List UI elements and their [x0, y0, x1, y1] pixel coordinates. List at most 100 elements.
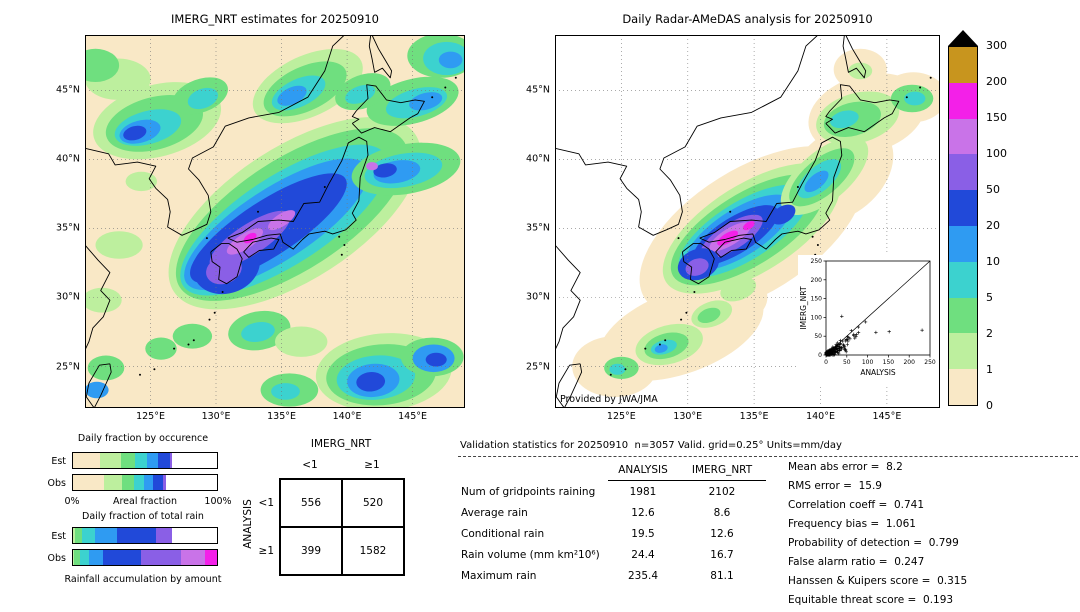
contingency-row-lt1: <1	[258, 497, 274, 509]
bar-segment-2-5	[120, 453, 135, 468]
colorbar-segment-50-100	[949, 154, 977, 191]
validation-imerg-value: 16.7	[710, 548, 734, 561]
bar-segment-0-1	[73, 453, 100, 468]
radar-map-title: Daily Radar-AMeDAS analysis for 20250910	[622, 12, 873, 26]
colorbar-tick-label: 5	[986, 291, 993, 304]
lat-tick-label: 40°N	[56, 153, 80, 165]
contingency-table: 556 520 399 1582	[279, 478, 405, 576]
contingency-row-ge1: ≥1	[258, 545, 274, 557]
bar-segment-50-100	[155, 528, 172, 543]
stat-line: Equitable threat score = 0.193	[788, 594, 954, 606]
contingency-cell-10: 399	[280, 527, 342, 575]
colorbar-tick-label: 300	[986, 39, 1007, 52]
validation-imerg-value: 12.6	[710, 527, 734, 540]
colorbar-tick-label: 2	[986, 327, 993, 340]
colorbar-segment-1-2	[949, 333, 977, 370]
totalrain-title: Daily fraction of total rain	[82, 511, 204, 522]
lat-tick-label: 45°N	[56, 84, 80, 96]
lat-tick-label: 25°N	[56, 361, 80, 373]
credit-text: Provided by JWA/JMA	[560, 394, 658, 405]
contingency-col-lt1: <1	[302, 459, 318, 471]
validation-row-label: Rain volume (mm km²10⁶)	[461, 548, 600, 561]
contingency-col-ge1: ≥1	[364, 459, 380, 471]
contingency-cell-01: 520	[342, 479, 404, 527]
bar-segment-1-2	[73, 550, 75, 565]
validation-row-label: Average rain	[461, 506, 528, 519]
validation-row-label: Conditional rain	[461, 527, 545, 540]
validation-analysis-value: 19.5	[631, 527, 655, 540]
contingency-cell-11: 1582	[342, 527, 404, 575]
bar-segment-2-5	[75, 528, 83, 543]
lon-tick-label: 145°E	[872, 411, 902, 422]
validation-imerg-value: 81.1	[710, 569, 734, 582]
lon-tick-label: 140°E	[806, 411, 835, 422]
row-label-est-occ: Est	[51, 456, 66, 467]
colorbar-overflow-triangle	[948, 30, 978, 46]
colorbar-segment-0-1	[949, 369, 977, 405]
bar-segment-10-20	[88, 550, 104, 565]
bar-segment-50-100	[162, 475, 166, 490]
svg-text:100: 100	[811, 314, 823, 321]
svg-text:250: 250	[811, 258, 823, 265]
stat-line: Frequency bias = 1.061	[788, 518, 916, 530]
x-axis-label: Areal fraction	[112, 496, 177, 507]
colorbar-tick-label: 100	[986, 147, 1007, 160]
bar-segment-1-2	[99, 453, 121, 468]
imerg-map-canvas	[85, 35, 465, 408]
validation-table: ANALYSIS IMERG_NRT Num of gridpoints rai…	[458, 460, 766, 586]
lon-tick-label: 125°E	[606, 411, 636, 422]
svg-text:50: 50	[843, 359, 851, 366]
lat-tick-label: 30°N	[526, 291, 550, 303]
validation-analysis-value: 235.4	[627, 569, 659, 582]
colorbar-segment-20-50	[949, 190, 977, 226]
bar-segment-10-20	[144, 475, 153, 490]
validation-analysis-value: 12.6	[631, 506, 655, 519]
lon-tick-label: 130°E	[673, 411, 703, 422]
lon-tick-label: 125°E	[136, 411, 165, 422]
x-axis-100pct: 100%	[204, 496, 232, 507]
bar-segment-20-50	[116, 528, 156, 543]
validation-col-imerg: IMERG_NRT	[678, 460, 766, 481]
bar-segment-10-20	[95, 528, 117, 543]
lat-tick-label: 35°N	[56, 222, 80, 234]
colorbar-segment-5-10	[949, 261, 977, 298]
bar-segment-10-20	[147, 453, 158, 468]
bar-segment-5-10	[134, 475, 145, 490]
svg-text:150: 150	[883, 359, 895, 366]
colorbar-segment-2-5	[949, 297, 977, 334]
contingency-column-group: IMERG_NRT	[310, 438, 372, 450]
colorbar-tick-label: 20	[986, 219, 1000, 232]
lat-tick-label: 35°N	[526, 222, 550, 234]
colorbar-tick-label: 150	[986, 111, 1007, 124]
stat-line: Mean abs error = 8.2	[788, 461, 903, 473]
colorbar: 300 200 150 100 50 20 10 5 2 1 0	[948, 30, 1043, 420]
bar-segment-20-50	[152, 475, 163, 490]
svg-text:50: 50	[814, 333, 822, 340]
bar-segment-2-5	[121, 475, 135, 490]
totalrain-bar-est	[72, 527, 218, 544]
validation-row-label: Maximum rain	[461, 569, 537, 582]
svg-text:ANALYSIS: ANALYSIS	[860, 368, 896, 377]
x-axis-0pct: 0%	[64, 496, 80, 507]
validation-scalar-stats: Mean abs error = 8.2 RMS error = 15.9 Corr…	[788, 458, 967, 610]
lat-tick-label: 25°N	[526, 361, 550, 373]
validation-analysis-value: 1981	[629, 485, 657, 498]
radar-map-panel: Daily Radar-AMeDAS analysis for 20250910…	[526, 12, 940, 422]
bar-segment-150-200	[205, 550, 217, 565]
imerg-map-panel: IMERG_NRT estimates for 20250910 125°E 13…	[56, 12, 465, 422]
contingency-cell-00: 556	[280, 479, 342, 527]
validation-imerg-value: 2102	[708, 485, 736, 498]
contingency-row-group: ANALYSIS	[242, 499, 254, 549]
bar-segment-20-50	[103, 550, 141, 565]
validation-col-analysis: ANALYSIS	[608, 460, 678, 481]
inset-scatter-plot: 0 0 50 50 100 100 150 150 200 200 250 250 ANALYSIS IM…	[798, 255, 938, 387]
bar-segment-20-50	[157, 453, 171, 468]
row-label-obs-occ: Obs	[47, 478, 66, 489]
stat-line: False alarm ratio = 0.247	[788, 556, 925, 568]
bar-segment-1-2	[103, 475, 122, 490]
lat-tick-label: 30°N	[56, 291, 80, 303]
stat-line: Probability of detection = 0.799	[788, 537, 959, 549]
bar-segment-50-100	[140, 550, 181, 565]
row-label-est-tr: Est	[51, 531, 66, 542]
colorbar-segment-100-150	[949, 118, 977, 155]
